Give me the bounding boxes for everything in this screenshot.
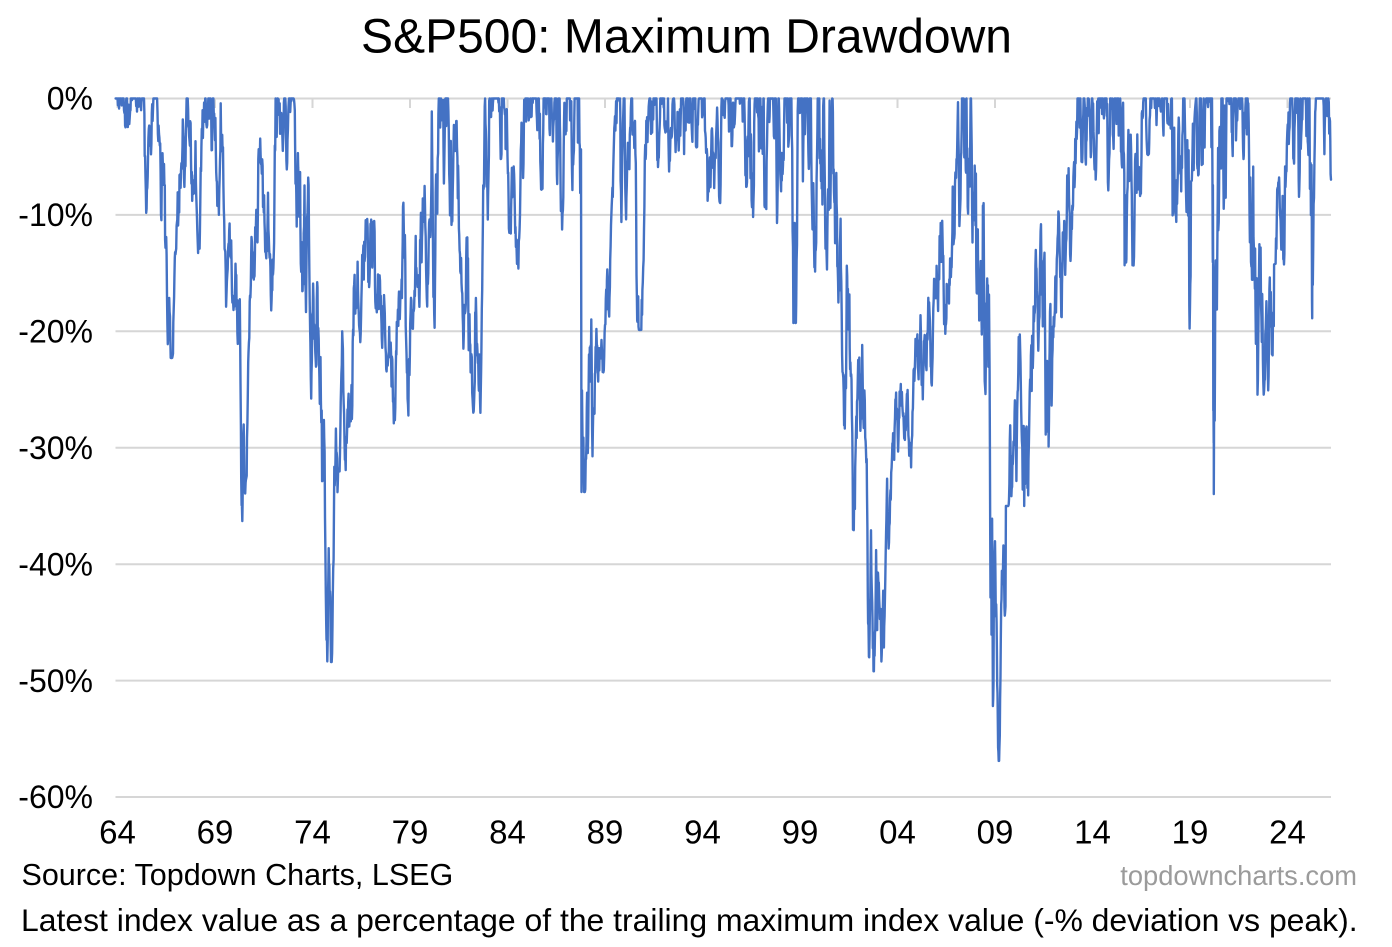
- svg-text:24: 24: [1269, 814, 1306, 851]
- svg-text:-60%: -60%: [18, 779, 93, 815]
- svg-text:S&P500: Maximum Drawdown: S&P500: Maximum Drawdown: [361, 10, 1012, 63]
- svg-text:-30%: -30%: [18, 430, 93, 466]
- svg-text:-20%: -20%: [18, 314, 93, 350]
- svg-text:94: 94: [684, 814, 721, 851]
- svg-text:0%: 0%: [47, 81, 93, 117]
- svg-text:Source: Topdown Charts, LSEG: Source: Topdown Charts, LSEG: [22, 858, 454, 892]
- svg-text:84: 84: [489, 814, 526, 851]
- svg-text:19: 19: [1172, 814, 1209, 851]
- svg-text:69: 69: [197, 814, 234, 851]
- svg-text:-10%: -10%: [18, 197, 93, 233]
- svg-text:Latest index value as a percen: Latest index value as a percentage of th…: [21, 902, 1358, 938]
- svg-text:99: 99: [782, 814, 819, 851]
- svg-text:topdowncharts.com: topdowncharts.com: [1120, 860, 1357, 891]
- svg-text:14: 14: [1074, 814, 1111, 851]
- svg-text:79: 79: [392, 814, 429, 851]
- svg-text:09: 09: [977, 814, 1014, 851]
- svg-text:64: 64: [99, 814, 136, 851]
- svg-text:04: 04: [879, 814, 916, 851]
- svg-text:89: 89: [587, 814, 624, 851]
- svg-text:74: 74: [294, 814, 331, 851]
- svg-text:-50%: -50%: [18, 663, 93, 699]
- svg-text:-40%: -40%: [18, 546, 93, 582]
